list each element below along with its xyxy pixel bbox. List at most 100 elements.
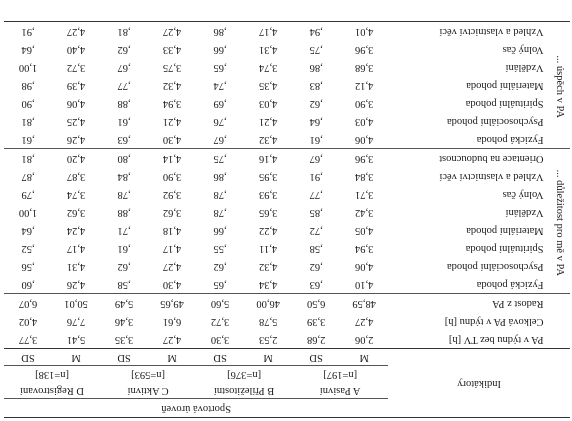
mean-cell: 49,65 (160, 298, 184, 310)
mean-cell: 4,06 (354, 261, 374, 273)
mean-cell: 3,94 (162, 98, 182, 110)
sd-cell: 3,30 (210, 334, 230, 346)
sd-cell: 1,00 (18, 207, 38, 219)
row-label: Materiální pohoda (466, 80, 544, 92)
mean-cell: 4,17 (162, 243, 182, 255)
sd-cell: ,90 (21, 98, 35, 110)
sd-cell: 3,46 (114, 316, 134, 328)
sd-cell: ,81 (100, 21, 149, 40)
mean-cell: 3,95 (258, 171, 278, 183)
row-label: Volný čas (502, 44, 544, 56)
sd-cell: ,66 (213, 225, 227, 237)
mean-cell: 3,84 (354, 171, 374, 183)
sd-cell: ,78 (213, 189, 227, 201)
mean-cell: 4,31 (66, 261, 86, 273)
sd-cell: ,65 (196, 275, 245, 294)
table-row: Vzdělání 3,68 ,86 3,74 ,65 3,75 ,67 3,72 1,00 (4, 58, 570, 76)
table-row: Radost z PA 48,59 6,50 46,00 5,60 49,65 5,49 50… (4, 294, 570, 313)
sd-cell: 6,07 (18, 298, 38, 310)
sd-cell: ,61 (117, 116, 131, 128)
group-n: [n=138] (4, 365, 101, 382)
table-row: Orientace na budoucnost 3,96 ,67 4,16 ,75 4,1… (4, 149, 570, 168)
m-header: M (340, 348, 389, 366)
row-label: Vzhled a vlastnictví věcí (388, 21, 548, 40)
mean-cell: 4,27 (162, 261, 182, 273)
mean-cell: 3,90 (162, 171, 182, 183)
mean-cell: 4,22 (258, 225, 278, 237)
group-header: D Registrovaní (20, 385, 84, 397)
sd-cell: 3,77 (18, 334, 38, 346)
mean-cell: 2,53 (258, 334, 278, 346)
mean-cell: 3,87 (66, 171, 86, 183)
row-label: Materiální pohoda (466, 225, 544, 237)
mean-cell: 5,41 (66, 334, 86, 346)
row-label: Psychosociální pohoda (447, 116, 544, 128)
mean-cell: 50,01 (64, 298, 88, 310)
span-title: Sportová úroveň (4, 398, 389, 418)
table-row: Vzdělání 3,42 ,85 3,65 ,78 3,62 ,88 3,62 1,00 (4, 203, 570, 221)
mean-cell: 4,31 (258, 44, 278, 56)
sd-cell: 3,35 (114, 334, 134, 346)
mean-cell: 3,92 (162, 189, 182, 201)
sd-cell: ,61 (4, 130, 53, 149)
table-row: Spirituální pohoda 3,94 ,58 4,11 ,55 4,17 ,61 4… (4, 239, 570, 257)
sd-cell: ,62 (309, 261, 323, 273)
mean-cell: 4,10 (340, 275, 389, 294)
sd-cell: ,81 (21, 153, 35, 165)
table-row: Celková PA v týdnu [h] 4,27 3,39 5,78 3,72 6,… (4, 312, 570, 330)
row-label: Celková PA v týdnu [h] (444, 316, 544, 328)
mean-cell: 48,59 (352, 298, 376, 310)
row-label: PA v týdnu bez TV [h] (448, 334, 544, 346)
group-header: B Příležitostní (213, 385, 275, 397)
row-label: Vzdělání (505, 207, 544, 219)
mean-cell: 3,71 (354, 189, 374, 201)
sd-header: SD (4, 348, 53, 366)
table-row: Volný čas 3,71 ,77 3,93 ,78 3,92 ,78 3,74 ,79 (4, 185, 570, 203)
table-row: Materiální pohoda 4,05 ,72 4,22 ,66 4,18 ,71 4,… (4, 221, 570, 239)
mean-cell: 4,27 (148, 21, 197, 40)
mean-cell: 3,90 (354, 98, 374, 110)
sd-cell: ,81 (21, 116, 35, 128)
sd-cell: 3,72 (210, 316, 230, 328)
row-label: Psychosociální pohoda (447, 261, 544, 273)
sd-cell: ,56 (21, 261, 35, 273)
sd-header: SD (100, 348, 149, 366)
row-label: Radost z PA (491, 298, 544, 310)
mean-cell: 7,76 (66, 316, 86, 328)
sd-cell: 3,39 (306, 316, 326, 328)
mean-cell: 4,03 (354, 116, 374, 128)
mean-cell: 4,14 (162, 153, 182, 165)
section-group-text: ... důležitost pro mě v PA (554, 169, 566, 276)
row-label: Spirituální pohoda (465, 243, 544, 255)
sd-cell: ,67 (117, 62, 131, 74)
indicators-header: Indikátory (388, 348, 570, 418)
mean-cell: 3,68 (354, 62, 374, 74)
mean-cell: 6,61 (162, 316, 182, 328)
mean-cell: 4,05 (354, 225, 374, 237)
results-table: Indikátory Sportová úroveň A Pasivní B P… (4, 21, 570, 418)
sd-cell: ,69 (213, 98, 227, 110)
mean-cell: 4,11 (259, 243, 278, 255)
sd-cell: ,66 (213, 44, 227, 56)
group-n: [n=197] (292, 365, 389, 382)
row-label: Vzhled a vlastnictví věcí (439, 171, 544, 183)
table-row: Vzhled a vlastnictví věcí 3,84 ,91 3,95 ,86 3… (4, 167, 570, 185)
sd-cell: ,87 (21, 171, 35, 183)
table-row: ... úspěch v PA Fyzická pohoda 4,06,61 4,32… (4, 21, 570, 149)
section-group-text: ... úspěch v PA (554, 55, 566, 119)
sd-cell: ,80 (117, 153, 131, 165)
mean-cell: 4,32 (258, 261, 278, 273)
m-header: M (52, 348, 101, 366)
mean-cell: 4,21 (162, 116, 182, 128)
sd-cell: ,55 (213, 243, 227, 255)
sd-cell: ,63 (100, 130, 149, 149)
sd-header: SD (292, 348, 341, 366)
row-label: Fyzická pohoda (388, 275, 548, 294)
mean-cell: 4,26 (52, 130, 101, 149)
mean-cell: 4,16 (258, 153, 278, 165)
mean-cell: 3,96 (354, 153, 374, 165)
sd-header: SD (196, 348, 245, 366)
mean-cell: 3,96 (354, 44, 374, 56)
mean-cell: 4,01 (340, 21, 389, 40)
